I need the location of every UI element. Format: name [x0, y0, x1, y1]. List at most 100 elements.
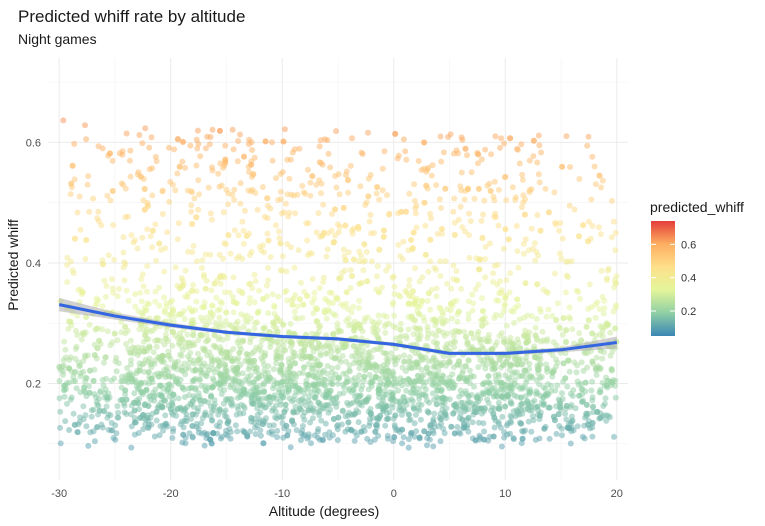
scatter-point: [467, 218, 474, 225]
scatter-point: [95, 297, 102, 304]
scatter-point: [450, 262, 457, 269]
scatter-point: [150, 349, 157, 356]
scatter-point: [511, 319, 518, 326]
scatter-point: [464, 339, 471, 346]
scatter-point: [189, 221, 196, 227]
scatter-point: [384, 432, 391, 439]
legend-tick-label: 0.2: [681, 306, 696, 318]
scatter-point: [507, 135, 514, 142]
scatter-point: [61, 393, 68, 400]
scatter-point: [426, 399, 433, 406]
scatter-point: [189, 411, 196, 418]
scatter-point: [152, 298, 159, 305]
scatter-point: [127, 337, 134, 344]
scatter-point: [237, 180, 244, 187]
scatter-point: [315, 399, 322, 406]
scatter-point: [523, 339, 530, 346]
scatter-point: [469, 307, 476, 314]
scatter-point: [555, 411, 562, 418]
scatter-point: [546, 435, 553, 442]
scatter-point: [79, 330, 86, 337]
scatter-point: [159, 403, 165, 410]
scatter-point: [316, 285, 323, 291]
scatter-point: [485, 379, 492, 386]
scatter-point: [296, 145, 303, 152]
scatter-point: [475, 364, 482, 371]
scatter-point: [264, 277, 271, 284]
scatter-point: [425, 409, 432, 416]
scatter-point: [416, 278, 423, 285]
scatter-point: [334, 364, 341, 371]
scatter-point: [222, 159, 229, 166]
scatter-point: [528, 225, 535, 232]
scatter-point: [380, 312, 387, 319]
scatter-point: [165, 144, 172, 151]
scatter-point: [336, 275, 343, 282]
scatter-point: [447, 307, 454, 314]
scatter-point: [138, 276, 145, 283]
scatter-point: [110, 289, 117, 296]
scatter-point: [175, 220, 182, 227]
scatter-point: [194, 127, 201, 134]
scatter-point: [475, 160, 481, 167]
scatter-point: [457, 430, 464, 437]
scatter-point: [473, 394, 480, 401]
scatter-point: [600, 310, 607, 317]
scatter-point: [104, 414, 111, 421]
scatter-point: [281, 409, 288, 415]
scatter-point: [464, 186, 471, 193]
scatter-point: [508, 419, 515, 426]
scatter-point: [273, 315, 280, 321]
scatter-point: [376, 196, 383, 203]
scatter-point: [80, 403, 87, 410]
scatter-point: [189, 249, 196, 256]
scatter-point: [155, 354, 162, 361]
scatter-point: [132, 303, 139, 310]
scatter-point: [313, 318, 320, 324]
scatter-point: [222, 318, 229, 325]
scatter-point: [509, 385, 516, 392]
scatter-point: [77, 373, 84, 380]
scatter-point: [546, 404, 553, 411]
scatter-point: [299, 423, 306, 429]
scatter-point: [345, 189, 352, 196]
scatter-point: [113, 368, 120, 375]
scatter-point: [229, 294, 236, 300]
scatter-point: [261, 388, 267, 395]
scatter-point: [209, 358, 216, 365]
scatter-point: [422, 386, 429, 393]
scatter-point: [601, 305, 608, 312]
scatter-point: [349, 230, 356, 237]
scatter-point: [514, 296, 521, 303]
scatter-point: [299, 314, 306, 321]
scatter-point: [162, 412, 169, 419]
scatter-point: [97, 389, 104, 396]
scatter-point: [315, 328, 322, 335]
scatter-point: [399, 426, 406, 433]
scatter-point: [96, 395, 102, 402]
scatter-point: [158, 382, 165, 389]
scatter-point: [279, 169, 286, 175]
scatter-point: [374, 184, 381, 191]
scatter-point: [479, 322, 486, 329]
scatter-point: [357, 183, 364, 190]
scatter-point: [195, 425, 202, 432]
scatter-point: [482, 274, 489, 281]
scatter-point: [139, 271, 146, 278]
scatter-point: [238, 380, 245, 387]
scatter-point: [415, 158, 422, 164]
scatter-point: [401, 407, 408, 414]
scatter-point: [388, 381, 395, 388]
scatter-point: [498, 312, 504, 319]
scatter-point: [349, 273, 355, 279]
scatter-point: [380, 233, 387, 240]
scatter-point: [272, 222, 279, 229]
scatter-point: [284, 191, 291, 198]
scatter-point: [482, 243, 489, 250]
scatter-point: [121, 402, 128, 409]
scatter-point: [225, 201, 232, 208]
scatter-point: [475, 281, 482, 288]
scatter-point: [350, 411, 357, 418]
scatter-point: [479, 308, 486, 314]
scatter-point: [369, 318, 376, 325]
